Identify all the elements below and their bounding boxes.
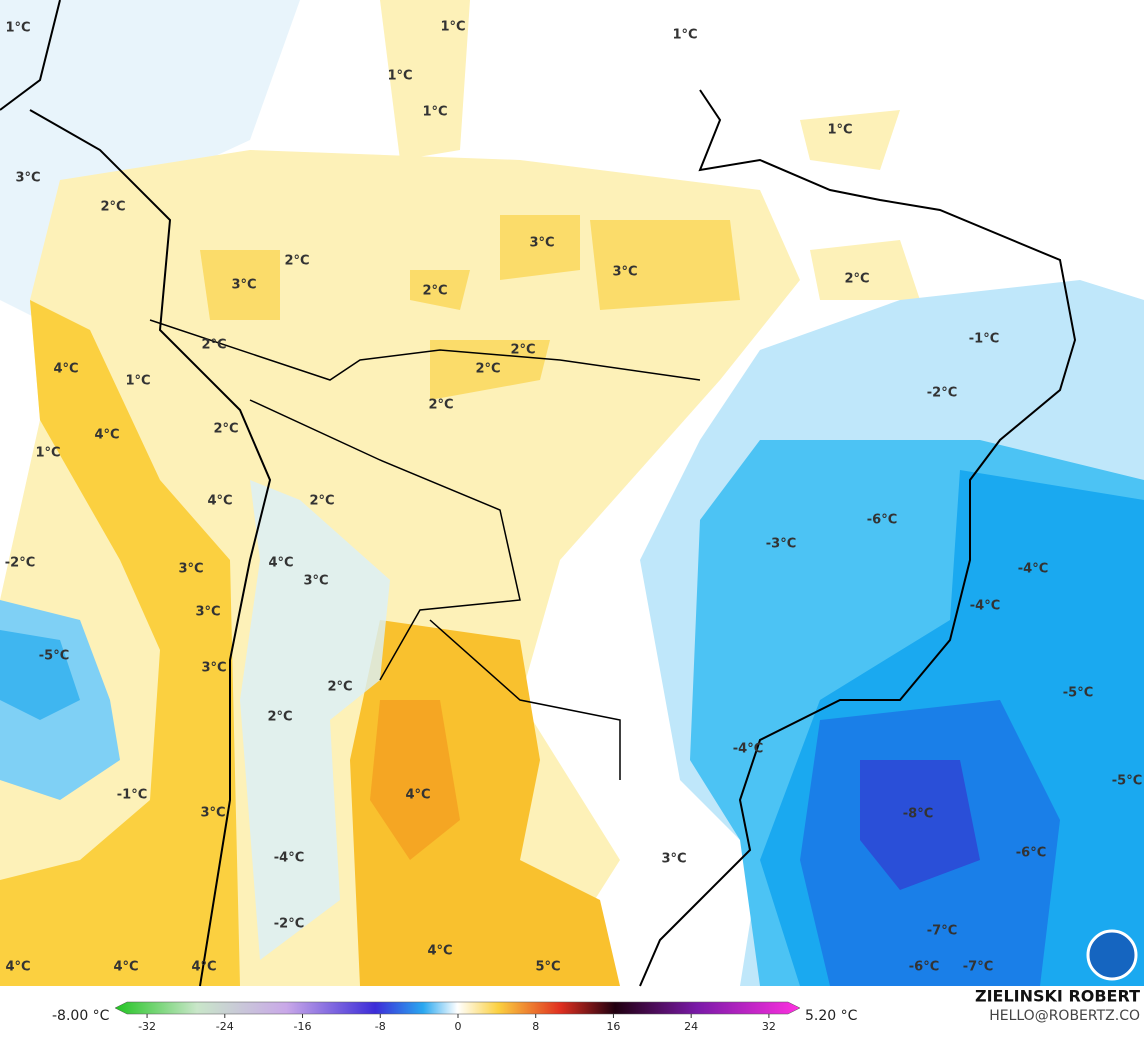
temperature-label: 3°C [661, 852, 686, 867]
temperature-label: 4°C [5, 960, 30, 975]
temperature-label: 4°C [268, 556, 293, 571]
temperature-label: 2°C [213, 422, 238, 437]
temperature-label: 2°C [428, 398, 453, 413]
map-area [0, 0, 1144, 987]
temperature-label: 4°C [191, 960, 216, 975]
temperature-label: 4°C [53, 362, 78, 377]
temperature-label: 4°C [427, 944, 452, 959]
region [0, 630, 80, 720]
colorbar-max: 5.20 °C [805, 1008, 858, 1024]
temperature-label: 4°C [405, 788, 430, 803]
temperature-label: 2°C [844, 272, 869, 287]
colorbar-min: -8.00 °C [52, 1008, 110, 1024]
temperature-label: 2°C [510, 343, 535, 358]
temperature-label: 1°C [672, 28, 697, 43]
colorbar-tick-label: 8 [532, 1020, 539, 1033]
noaa-logo [1086, 929, 1138, 981]
temperature-label: 2°C [100, 200, 125, 215]
border [149, 319, 701, 780]
temperature-label: -2°C [927, 386, 957, 401]
temperature-label: -5°C [1063, 686, 1093, 701]
colorbar-tick-label: -16 [294, 1020, 312, 1033]
region [860, 760, 980, 890]
colorbar-tick-label: 0 [454, 1020, 461, 1033]
temperature-label: -4°C [1018, 562, 1048, 577]
temperature-label: -6°C [909, 960, 939, 975]
colorbar-tick-label: 16 [606, 1020, 620, 1033]
temperature-label: -5°C [1112, 774, 1142, 789]
temperature-label: 1°C [5, 21, 30, 36]
coastline [0, 0, 1077, 987]
region [0, 300, 240, 986]
temperature-label: 2°C [422, 284, 447, 299]
temperature-label: -1°C [117, 788, 147, 803]
temperature-label: 3°C [231, 278, 256, 293]
temperature-label: -6°C [867, 513, 897, 528]
colorbar-tick-label: 32 [762, 1020, 776, 1033]
temperature-label: 2°C [327, 680, 352, 695]
temperature-label: 3°C [529, 236, 554, 251]
credit-contact: HELLO@ROBERTZ.CO [989, 1008, 1140, 1024]
temperature-label: -1°C [969, 332, 999, 347]
temperature-label: -4°C [274, 851, 304, 866]
temperature-label: 3°C [612, 265, 637, 280]
temperature-label: 3°C [201, 661, 226, 676]
temperature-label: 4°C [94, 428, 119, 443]
temperature-label: -6°C [1016, 846, 1046, 861]
temperature-label: 1°C [827, 123, 852, 138]
temperature-label: -4°C [970, 599, 1000, 614]
colorbar-tick-label: -8 [375, 1020, 386, 1033]
temperature-label: 4°C [113, 960, 138, 975]
colorbar-bar [114, 1001, 801, 1015]
colorbar: -8.00 °C 5.20 °C -32 -24 -16 -8 0 8 16 24 32 [52, 1001, 858, 1033]
temperature-label: -2°C [274, 917, 304, 932]
temperature-label: -2°C [5, 556, 35, 571]
temperature-label: -8°C [903, 807, 933, 822]
temperature-labels: 1°C 1°C 1°C 1°C 1°C 1°C 3°C 2°C 2°C 3°C 3°C 3°C 2°C 2… [5, 20, 1142, 975]
temperature-label: 3°C [303, 574, 328, 589]
temperature-label: 3°C [178, 562, 203, 577]
temperature-label: 2°C [309, 494, 334, 509]
temperature-label: 3°C [15, 171, 40, 186]
region [370, 700, 460, 860]
temperature-label: 2°C [475, 362, 500, 377]
temperature-label: 4°C [207, 494, 232, 509]
temperature-label: -5°C [39, 649, 69, 664]
temperature-label: -7°C [927, 924, 957, 939]
temperature-label: 2°C [267, 710, 292, 725]
temperature-label: 1°C [422, 105, 447, 120]
temperature-label: 3°C [195, 605, 220, 620]
region [240, 480, 390, 960]
temperature-label: -4°C [733, 742, 763, 757]
region [200, 215, 740, 400]
region [380, 0, 920, 300]
temperature-label: -7°C [963, 960, 993, 975]
credit-name: ZIELINSKI ROBERT [975, 987, 1140, 1006]
temperature-label: 1°C [35, 446, 60, 461]
temperature-label: 1°C [440, 20, 465, 35]
colorbar-tick-label: -24 [216, 1020, 234, 1033]
temperature-label: 2°C [284, 254, 309, 269]
temperature-label: 5°C [535, 960, 560, 975]
temperature-label: 3°C [200, 806, 225, 821]
temperature-label: -3°C [766, 537, 796, 552]
colorbar-tick-label: 24 [684, 1020, 698, 1033]
temperature-label: 2°C [201, 338, 226, 353]
temperature-label: 1°C [387, 69, 412, 84]
temperature-label: 1°C [125, 374, 150, 389]
colorbar-tick-label: -32 [138, 1020, 156, 1033]
